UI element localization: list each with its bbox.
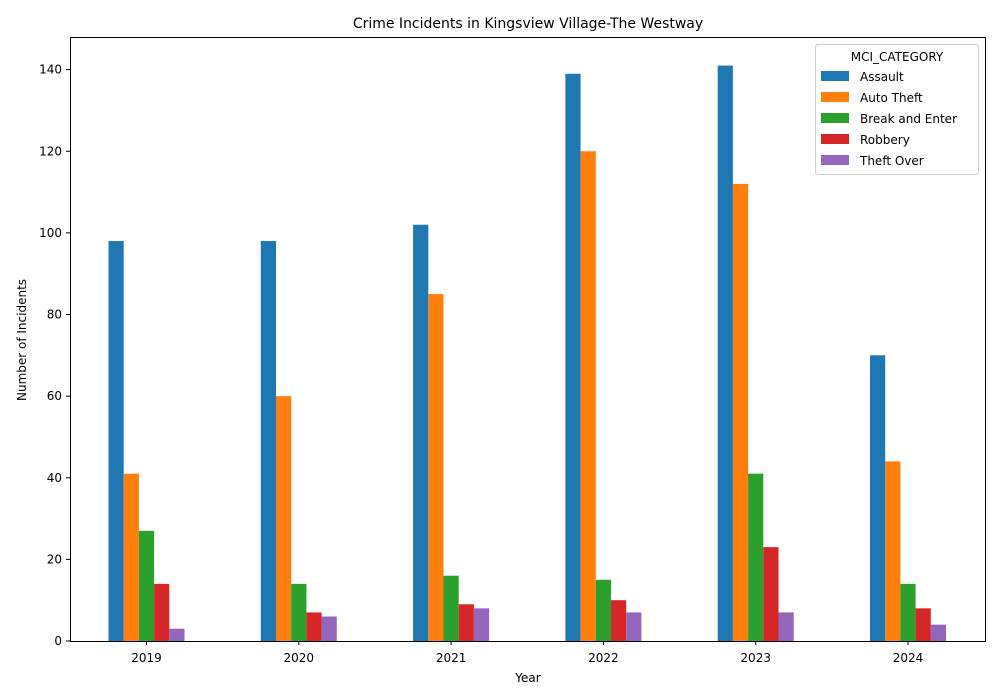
- legend-label-robbery: Robbery: [860, 133, 910, 147]
- x-tick-label: 2021: [436, 651, 467, 665]
- bar-assault-2019: [108, 241, 124, 642]
- y-tick-label: 140: [39, 63, 62, 77]
- bar-theft-over-2023: [778, 612, 794, 641]
- legend-box: [815, 44, 979, 175]
- legend-label-auto-theft: Auto Theft: [860, 91, 923, 105]
- bar-assault-2023: [717, 65, 733, 641]
- legend-swatch-assault: [821, 71, 849, 81]
- bar-auto-theft-2024: [885, 461, 901, 641]
- y-tick-label: 80: [47, 308, 62, 322]
- bar-auto-theft-2019: [123, 473, 139, 641]
- legend-label-theft-over: Theft Over: [859, 154, 924, 168]
- x-tick-label: 2023: [740, 651, 771, 665]
- legend-swatch-auto-theft: [821, 92, 849, 102]
- legend-label-break-and-enter: Break and Enter: [860, 112, 957, 126]
- bar-break-and-enter-2020: [291, 583, 307, 641]
- bar-break-and-enter-2021: [443, 575, 459, 641]
- y-tick-label: 20: [47, 552, 62, 566]
- x-axis-label: Year: [514, 671, 540, 685]
- legend-label-assault: Assault: [860, 70, 904, 84]
- bar-theft-over-2022: [626, 612, 642, 641]
- bar-auto-theft-2022: [580, 151, 596, 641]
- legend-swatch-break-and-enter: [821, 113, 849, 123]
- bar-robbery-2024: [915, 608, 931, 641]
- bar-break-and-enter-2023: [748, 473, 764, 641]
- y-tick-label: 60: [47, 389, 62, 403]
- bar-break-and-enter-2024: [900, 583, 916, 641]
- x-axis: 2019 2020 2021 2022 2023 2024: [131, 641, 923, 665]
- bar-theft-over-2020: [321, 616, 337, 641]
- y-tick-label: 120: [39, 144, 62, 158]
- legend-title: MCI_CATEGORY: [851, 50, 944, 64]
- bar-robbery-2022: [611, 600, 627, 641]
- bar-break-and-enter-2019: [138, 530, 155, 641]
- bar-theft-over-2024: [930, 624, 946, 641]
- x-tick-label: 2022: [588, 651, 619, 665]
- legend-swatch-robbery: [821, 134, 849, 144]
- y-tick-label: 40: [47, 471, 62, 485]
- chart-title: Crime Incidents in Kingsview Village-The…: [353, 16, 703, 32]
- bar-robbery-2019: [154, 583, 170, 641]
- y-axis: 0 20 40 60 80 100 120 140: [39, 63, 70, 648]
- x-tick-label: 2019: [131, 651, 162, 665]
- bar-assault-2022: [565, 73, 581, 642]
- legend-swatch-theft-over: [821, 155, 849, 165]
- bar-break-and-enter-2022: [595, 579, 611, 641]
- bar-theft-over-2021: [473, 608, 490, 641]
- bar-auto-theft-2020: [276, 396, 292, 641]
- bars-group: [108, 65, 946, 642]
- bar-assault-2024: [870, 355, 886, 641]
- bar-theft-over-2019: [169, 628, 185, 641]
- bar-robbery-2023: [763, 547, 779, 641]
- bar-auto-theft-2023: [732, 183, 749, 642]
- y-tick-label: 0: [54, 634, 62, 648]
- bar-assault-2020: [260, 241, 276, 642]
- x-tick-label: 2024: [893, 651, 924, 665]
- plot-frame: [70, 37, 986, 642]
- y-tick-label: 100: [39, 226, 62, 240]
- bar-robbery-2021: [458, 604, 474, 641]
- x-tick-label: 2020: [284, 651, 315, 665]
- bar-robbery-2020: [306, 612, 322, 641]
- bar-assault-2021: [413, 224, 429, 642]
- bar-auto-theft-2021: [428, 294, 444, 641]
- y-axis-label: Number of Incidents: [15, 279, 29, 401]
- legend: MCI_CATEGORY Assault Auto Theft Break and …: [815, 44, 979, 175]
